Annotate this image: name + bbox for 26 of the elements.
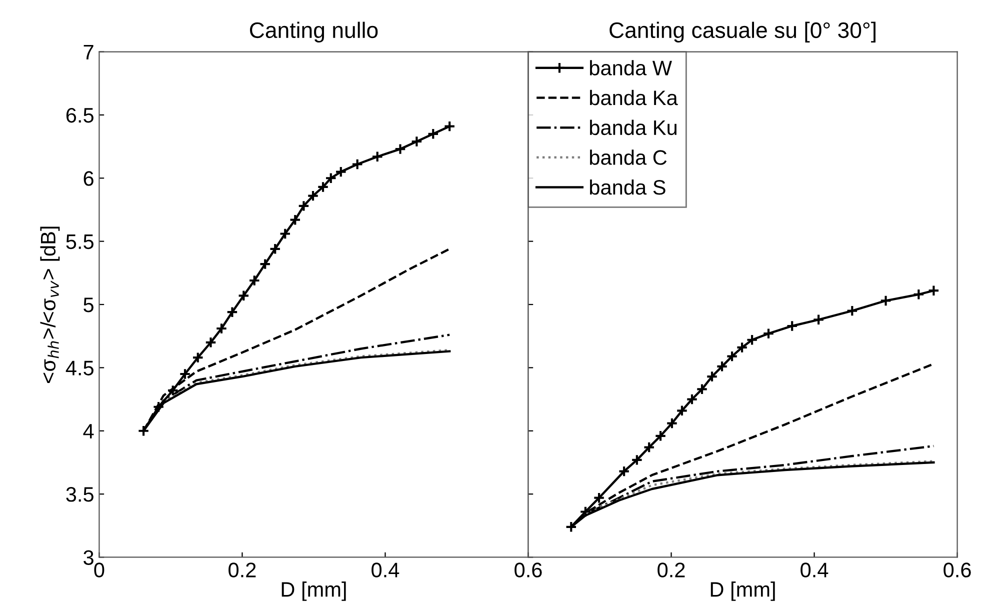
legend-label: banda Ku [590,120,676,136]
legend-label: banda W [590,60,672,76]
x-tick-label: 0.4 [372,562,400,578]
y-tick-label: 5 [84,298,94,312]
y-tick-label: 6 [84,171,94,186]
x-axis-title: D [mm] [710,582,775,601]
y-tick-label: 3 [84,550,94,565]
y-tick-label: 7 [84,44,94,60]
legend-label: banda C [590,150,667,165]
x-tick-label: 0.2 [228,562,256,578]
y-tick-label: 4 [83,424,94,438]
x-tick-label: 0.2 [658,562,685,578]
legend-label: banda Ka [590,90,678,106]
x-tick-label: 0.6 [944,562,971,578]
chart-title: Canting nullo [250,22,378,42]
x-tick-label: 0.4 [800,562,828,578]
x-tick-label: 0 [94,562,104,578]
x-axis-title: D [mm] [282,582,346,601]
chart-title: Canting casuale su [0° 30°] [610,22,876,42]
y-tick-label: 6.5 [66,108,94,123]
legend-label: banda S [590,179,666,195]
y-tick-label: 5.5 [66,234,94,250]
y-axis-title: <σ$_{hh}$>/<σ$_{vv}$> [dB] [40,226,60,383]
x-tick-label: 0.6 [514,562,542,578]
y-tick-label: 3.5 [66,487,94,502]
y-tick-label: 4.5 [66,360,94,376]
